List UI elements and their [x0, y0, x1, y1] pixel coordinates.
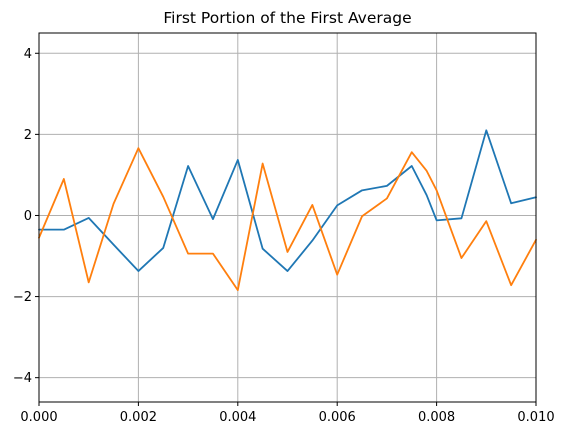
- x-axis: 0.000 0.002 0.004 0.006 0.008 0.010: [20, 402, 555, 425]
- x-tick-label: 0.006: [319, 410, 356, 425]
- x-tick-label: 0.002: [120, 410, 157, 425]
- plot-area-frame: [38, 32, 537, 403]
- series-line-2: [38, 147, 537, 291]
- y-tick-label: 0: [24, 209, 32, 224]
- x-tick-label: 0.000: [20, 410, 57, 425]
- y-tick-label: 2: [24, 128, 32, 143]
- y-tick-label: 4: [24, 47, 32, 62]
- chart-title: First Portion of the First Average: [163, 9, 411, 27]
- y-tick-label: −4: [13, 371, 32, 386]
- x-tick-label: 0.004: [219, 410, 256, 425]
- x-tick-label: 0.010: [517, 410, 554, 425]
- y-axis: −4 −2 0 2 4: [13, 47, 39, 386]
- y-tick-label: −2: [13, 290, 32, 305]
- x-tick-label: 0.008: [418, 410, 455, 425]
- series-line-1: [38, 129, 537, 272]
- series-group: [38, 129, 537, 291]
